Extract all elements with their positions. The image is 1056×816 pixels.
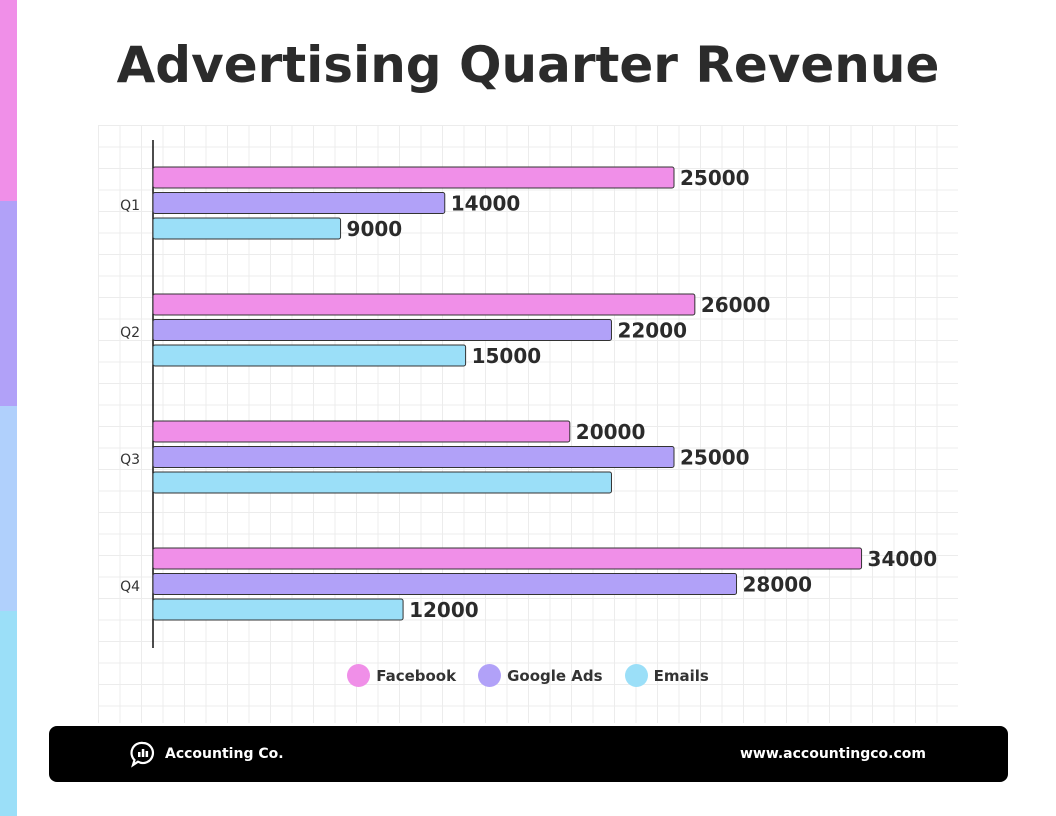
footer-bar: Accounting Co. www.accountingco.com — [49, 726, 1008, 782]
data-label: 22000 — [617, 319, 687, 343]
brand-name: Accounting Co. — [165, 746, 284, 762]
bar — [152, 547, 863, 570]
stripe-4 — [0, 611, 17, 816]
category-label: Q3 — [120, 452, 140, 468]
data-label: 20000 — [576, 420, 646, 444]
bar — [152, 598, 404, 621]
category-label: Q4 — [120, 579, 140, 595]
bar — [152, 319, 612, 341]
data-label: 15000 — [472, 344, 542, 368]
bar — [152, 166, 675, 189]
legend-label: Google Ads — [507, 666, 603, 685]
legend-swatch — [624, 664, 648, 687]
data-label: 12000 — [409, 598, 479, 622]
stripe-1 — [0, 0, 17, 201]
legend-swatch — [478, 664, 502, 687]
legend-label: Facebook — [376, 666, 457, 685]
bar — [152, 573, 738, 595]
data-label: 26000 — [701, 293, 771, 317]
bar — [152, 446, 675, 468]
legend-item-facebook: Facebook — [347, 664, 456, 687]
brand: Accounting Co. — [129, 726, 284, 782]
category-label: Q2 — [120, 325, 140, 341]
legend: Facebook Google Ads Emails — [0, 664, 1056, 687]
data-label: 25000 — [680, 446, 750, 470]
category-label: Q1 — [120, 198, 140, 214]
bar — [152, 217, 342, 240]
data-label: 28000 — [743, 573, 813, 597]
website-link[interactable]: www.accountingco.com — [739, 746, 926, 762]
legend-label: Emails — [653, 666, 709, 685]
chart-title: Advertising Quarter Revenue — [116, 36, 940, 94]
data-label: 25000 — [680, 166, 750, 190]
data-label: 14000 — [451, 192, 521, 216]
data-label: 34000 — [868, 547, 938, 571]
bar — [152, 420, 571, 443]
legend-item-google-ads: Google Ads — [478, 664, 603, 687]
stripe-3 — [0, 406, 17, 611]
bar — [152, 192, 446, 214]
legend-swatch — [347, 664, 371, 687]
data-label: 9000 — [347, 217, 403, 241]
stripe-2 — [0, 201, 17, 406]
bar — [152, 344, 467, 367]
legend-item-emails: Emails — [624, 664, 709, 687]
bar — [152, 471, 612, 494]
chat-bubble-chart-icon — [130, 741, 155, 768]
bar — [152, 293, 696, 316]
